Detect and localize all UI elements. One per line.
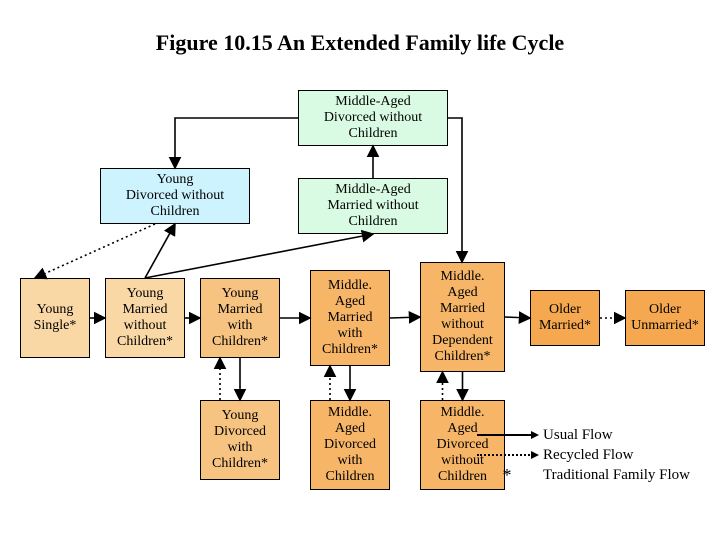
asterisk-icon: * — [477, 465, 537, 486]
legend-usual: Usual Flow — [477, 425, 690, 445]
legend-traditional-label: Traditional Family Flow — [543, 467, 690, 484]
node-ma_mar_no: Middle-Aged Married without Children — [298, 178, 448, 234]
node-y_single: Young Single* — [20, 278, 90, 358]
legend-traditional: * Traditional Family Flow — [477, 465, 690, 485]
node-ma_div_no: Middle-Aged Divorced without Children — [298, 90, 448, 146]
node-ma_mar_nodep: Middle. Aged Married without Dependent C… — [420, 262, 505, 372]
figure-title: Figure 10.15 An Extended Family life Cyc… — [0, 30, 720, 56]
node-ma_mar_with: Middle. Aged Married with Children* — [310, 270, 390, 366]
legend-usual-label: Usual Flow — [543, 427, 613, 444]
node-y_mar_with: Young Married with Children* — [200, 278, 280, 358]
node-ma_div_with: Middle. Aged Divorced with Children — [310, 400, 390, 490]
node-older_unmar: Older Unmarried* — [625, 290, 705, 346]
legend-recycled-label: Recycled Flow — [543, 447, 633, 464]
node-y_mar_no: Young Married without Children* — [105, 278, 185, 358]
node-y_div_no: Young Divorced without Children — [100, 168, 250, 224]
legend-recycled: Recycled Flow — [477, 445, 690, 465]
legend: Usual Flow Recycled Flow * Traditional F… — [477, 425, 690, 485]
node-older_mar: Older Married* — [530, 290, 600, 346]
node-y_div_with: Young Divorced with Children* — [200, 400, 280, 480]
